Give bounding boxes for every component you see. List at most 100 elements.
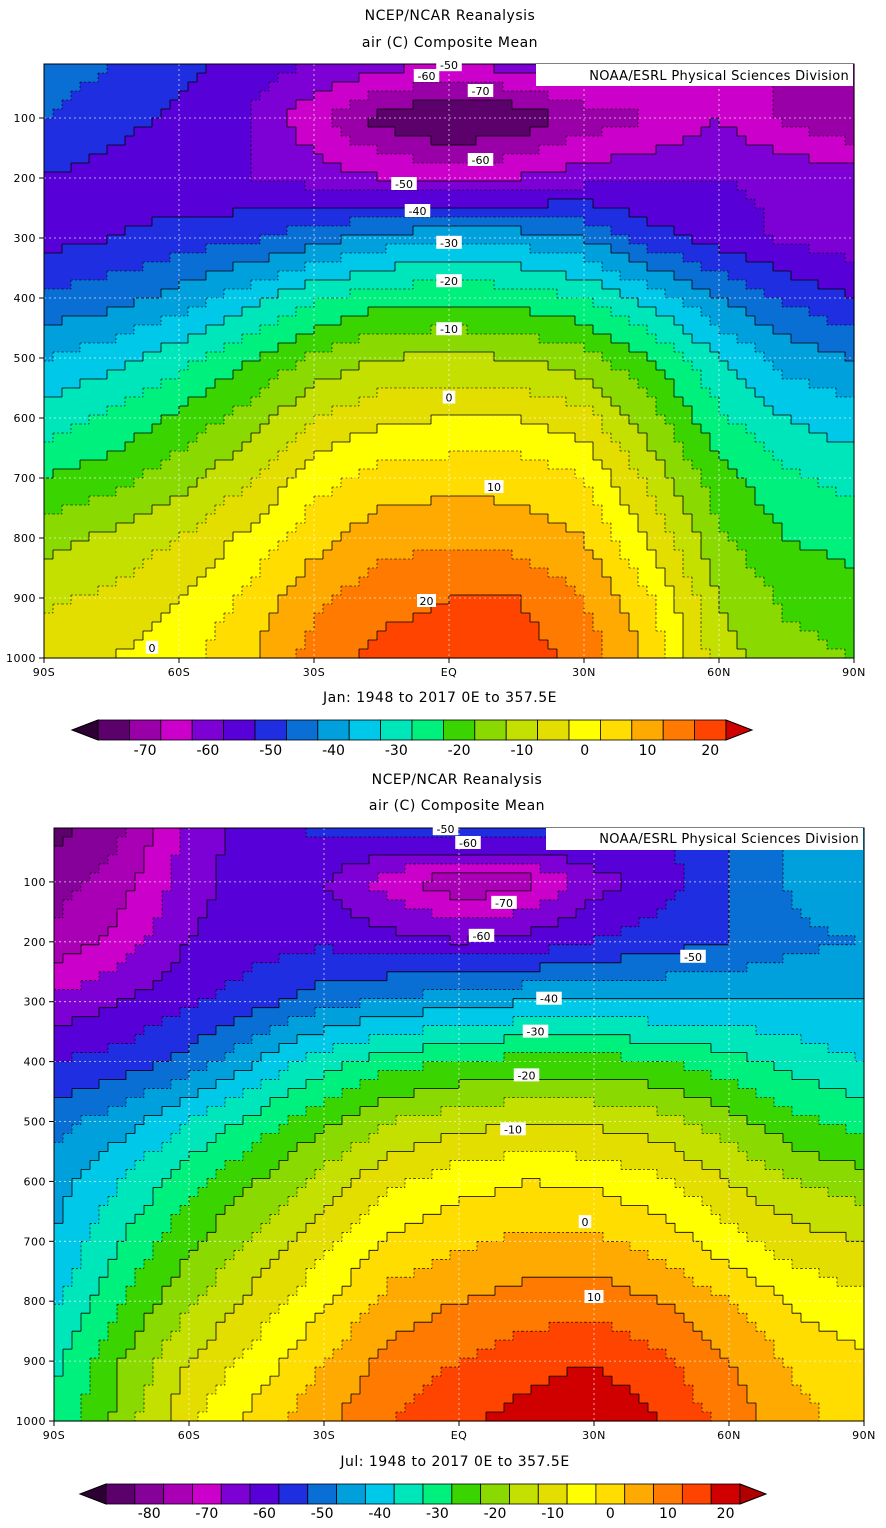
heatmap-cell: [836, 307, 846, 317]
heatmap-cell: [287, 334, 297, 344]
heatmap-cell: [665, 523, 675, 533]
heatmap-cell: [449, 334, 459, 344]
heatmap-cell: [773, 307, 783, 317]
heatmap-cell: [719, 415, 729, 425]
heatmap-cell: [647, 181, 657, 191]
heatmap-cell: [440, 190, 450, 200]
heatmap-cell: [242, 136, 252, 146]
heatmap-cell: [737, 388, 747, 398]
heatmap-cell: [449, 136, 459, 146]
heatmap-cell: [215, 181, 225, 191]
heatmap-cell: [413, 109, 423, 119]
heatmap-cell: [521, 280, 531, 290]
heatmap-cell: [530, 289, 540, 299]
heatmap-cell: [584, 460, 594, 470]
heatmap-cell: [665, 235, 675, 245]
heatmap-cell: [827, 496, 837, 506]
heatmap-cell: [404, 505, 414, 515]
heatmap-cell: [764, 433, 774, 443]
heatmap-cell: [575, 370, 585, 380]
heatmap-cell: [323, 433, 333, 443]
heatmap-cell: [314, 496, 324, 506]
heatmap-cell: [215, 532, 225, 542]
heatmap-cell: [350, 460, 360, 470]
heatmap-cell: [152, 388, 162, 398]
heatmap-cell: [845, 496, 855, 506]
heatmap-cell: [422, 154, 432, 164]
heatmap-cell: [332, 127, 342, 137]
heatmap-cell: [449, 316, 459, 326]
heatmap-cell: [719, 82, 729, 92]
heatmap-cell: [269, 334, 279, 344]
heatmap-cell: [692, 199, 702, 209]
heatmap-cell: [539, 532, 549, 542]
heatmap-cell: [278, 334, 288, 344]
heatmap-cell: [719, 478, 729, 488]
heatmap-cell: [701, 163, 711, 173]
heatmap-cell: [431, 505, 441, 515]
heatmap-cell: [53, 163, 63, 173]
heatmap-cell: [89, 82, 99, 92]
heatmap-cell: [260, 424, 270, 434]
heatmap-cell: [314, 172, 324, 182]
heatmap-cell: [773, 352, 783, 362]
heatmap-cell: [674, 181, 684, 191]
heatmap-cell: [197, 118, 207, 128]
heatmap-cell: [188, 181, 198, 191]
heatmap-cell: [710, 82, 720, 92]
heatmap-cell: [467, 424, 477, 434]
heatmap-cell: [692, 298, 702, 308]
heatmap-cell: [386, 145, 396, 155]
heatmap-cell: [107, 406, 117, 416]
heatmap-cell: [503, 154, 513, 164]
heatmap-cell: [728, 289, 738, 299]
heatmap-cell: [224, 64, 234, 74]
heatmap-cell: [251, 127, 261, 137]
heatmap-cell: [656, 334, 666, 344]
heatmap-cell: [296, 244, 306, 254]
heatmap-cell: [125, 307, 135, 317]
heatmap-cell: [467, 370, 477, 380]
heatmap-cell: [719, 442, 729, 452]
heatmap-cell: [233, 100, 243, 110]
heatmap-cell: [314, 379, 324, 389]
heatmap-cell: [656, 316, 666, 326]
heatmap-cell: [251, 226, 261, 236]
heatmap-cell: [287, 262, 297, 272]
heatmap-cell: [674, 298, 684, 308]
heatmap-cell: [44, 217, 54, 227]
heatmap-cell: [593, 145, 603, 155]
heatmap-cell: [134, 442, 144, 452]
heatmap-cell: [458, 406, 468, 416]
heatmap-cell: [269, 442, 279, 452]
heatmap-cell: [143, 145, 153, 155]
heatmap-cell: [350, 73, 360, 83]
heatmap-cell: [395, 136, 405, 146]
heatmap-cell: [791, 298, 801, 308]
heatmap-cell: [782, 478, 792, 488]
heatmap-cell: [215, 163, 225, 173]
heatmap-cell: [71, 73, 81, 83]
heatmap-cell: [431, 469, 441, 479]
heatmap-cell: [71, 469, 81, 479]
heatmap-cell: [188, 235, 198, 245]
heatmap-cell: [458, 370, 468, 380]
heatmap-cell: [386, 532, 396, 542]
heatmap-cell: [269, 262, 279, 272]
heatmap-cell: [44, 343, 54, 353]
heatmap-cell: [836, 253, 846, 263]
heatmap-cell: [386, 181, 396, 191]
heatmap-cell: [773, 82, 783, 92]
heatmap-cell: [350, 154, 360, 164]
heatmap-cell: [422, 271, 432, 281]
heatmap-cell: [305, 523, 315, 533]
heatmap-cell: [143, 388, 153, 398]
heatmap-cell: [242, 163, 252, 173]
heatmap-cell: [98, 415, 108, 425]
heatmap-cell: [260, 505, 270, 515]
heatmap-cell: [467, 271, 477, 281]
heatmap-cell: [161, 262, 171, 272]
heatmap-cell: [359, 100, 369, 110]
heatmap-cell: [836, 235, 846, 245]
heatmap-cell: [89, 442, 99, 452]
